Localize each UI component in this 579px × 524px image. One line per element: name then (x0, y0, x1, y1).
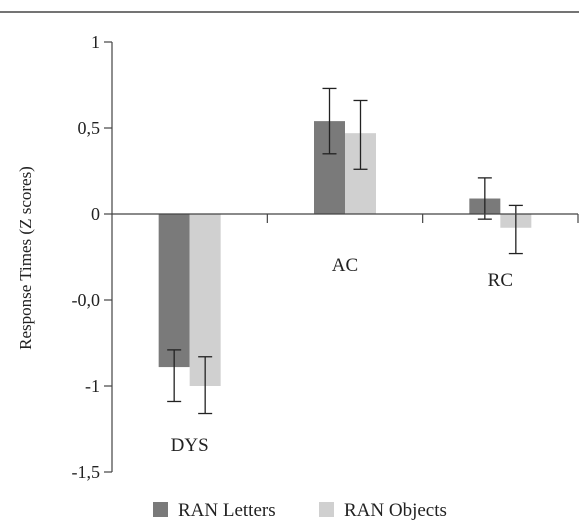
error-bars (167, 87, 523, 415)
y-axis: 1 0,5 0 -0,0 -1 -1,5 (72, 32, 113, 482)
x-axis (112, 213, 579, 223)
bar-dys-series-1 (158, 214, 190, 368)
y-tick-label: 1 (91, 32, 100, 52)
y-tick-label: 0,5 (78, 118, 101, 138)
legend-label-1: RAN Letters (178, 500, 276, 521)
y-tick-label: -1 (85, 376, 100, 396)
legend-swatch-1 (153, 502, 168, 517)
category-label-ac: AC (332, 255, 358, 276)
legend-label-2: RAN Objects (344, 500, 447, 521)
legend-swatch-2 (319, 502, 334, 517)
category-label-dys: DYS (171, 435, 209, 456)
legend: RAN Letters RAN Objects (153, 500, 447, 521)
y-axis-title: Response Times (Z scores) (16, 166, 35, 350)
y-tick-label: -0,0 (72, 290, 101, 310)
y-tick-label: -1,5 (72, 462, 101, 482)
category-label-rc: RC (488, 270, 513, 291)
category-labels: DYS AC RC (171, 255, 513, 456)
y-tick-label: 0 (91, 204, 100, 224)
bars (158, 121, 532, 386)
